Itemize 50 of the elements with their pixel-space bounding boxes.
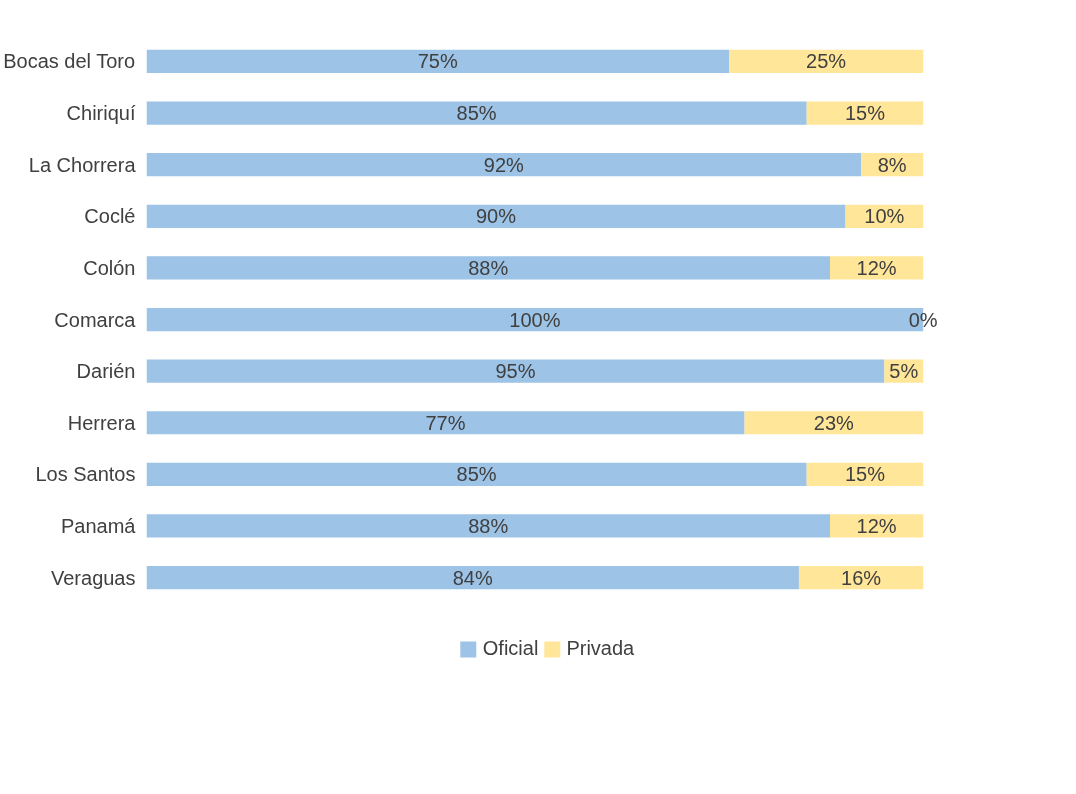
bar — [830, 514, 924, 538]
y-tick-label: Darién — [76, 360, 136, 383]
data-label: 100% — [509, 308, 561, 331]
data-label: 10% — [864, 205, 905, 228]
data-label: 15% — [844, 102, 886, 125]
data-label: 23% — [813, 411, 855, 434]
y-tick-label: Los Santos — [35, 463, 136, 486]
y-tick-label: Coclé — [84, 205, 136, 228]
data-label: 88% — [468, 256, 509, 279]
y-tick-label: Veraguas — [50, 566, 136, 589]
bar — [146, 514, 830, 538]
y-tick-label: Herrera — [67, 411, 137, 434]
data-label: 5% — [889, 360, 919, 383]
bar — [146, 101, 807, 125]
data-label: 85% — [456, 463, 497, 486]
data-label: 92% — [483, 153, 525, 176]
bar — [146, 49, 730, 74]
data-label: 84% — [452, 566, 493, 589]
bar — [146, 153, 862, 177]
bar — [806, 101, 924, 125]
y-tick-label: Chiriquí — [66, 102, 136, 125]
bar — [146, 411, 745, 435]
bar — [830, 256, 924, 280]
bar — [146, 359, 885, 383]
legend-label: Oficial — [482, 637, 539, 660]
data-label: 15% — [844, 463, 886, 486]
data-label: 88% — [468, 514, 509, 537]
bar — [146, 256, 830, 280]
bar — [744, 411, 924, 435]
data-label: 85% — [456, 102, 497, 125]
data-label: 95% — [495, 360, 536, 383]
data-label: 12% — [856, 514, 897, 537]
y-tick-label: Colón — [83, 256, 136, 279]
y-tick-label: La Chorrera — [28, 153, 137, 176]
bar — [729, 49, 924, 74]
legend-label: Privada — [566, 637, 635, 660]
bar — [146, 565, 799, 590]
bar — [146, 462, 807, 486]
data-label: 77% — [425, 411, 466, 434]
y-tick-label: Bocas del Toro — [3, 50, 136, 73]
data-label: 12% — [856, 256, 897, 279]
y-tick-label: Panamá — [61, 514, 137, 537]
data-label: 8% — [877, 153, 907, 176]
bar — [146, 204, 846, 228]
data-label: 16% — [841, 566, 882, 589]
y-tick-label: Comarca — [54, 308, 137, 331]
data-label: 25% — [806, 50, 847, 73]
data-label: 0% — [908, 308, 938, 331]
data-label: 75% — [417, 50, 458, 73]
data-label: 90% — [476, 205, 517, 228]
